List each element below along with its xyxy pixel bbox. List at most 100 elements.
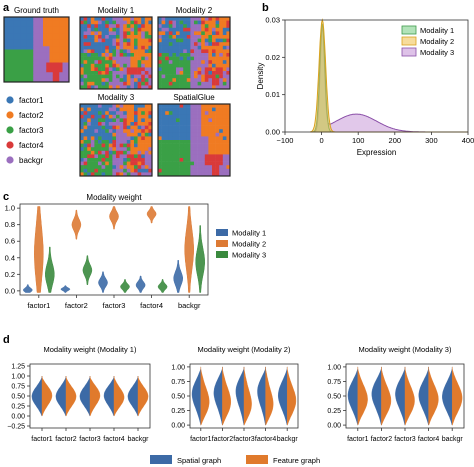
map-cell: [4, 30, 8, 34]
map-cell: [148, 161, 153, 166]
map-cell: [123, 122, 128, 126]
map-cell: [49, 36, 54, 41]
map-cell: [197, 154, 202, 159]
map-cell: [43, 52, 47, 57]
map-cell: [165, 122, 170, 126]
map-cell: [101, 60, 106, 65]
map-cell: [90, 129, 95, 134]
map-cell: [204, 143, 209, 148]
map-cell: [52, 26, 57, 31]
map-cell: [112, 42, 117, 47]
map-cell: [7, 39, 11, 44]
map-cell: [161, 111, 166, 116]
map-cell: [94, 150, 99, 155]
map-cell: [119, 104, 124, 108]
map-cell: [20, 20, 24, 24]
map-cell: [98, 161, 102, 166]
map-cell: [87, 35, 92, 39]
map-cell: [186, 147, 191, 152]
legend-marker-factor2: [6, 111, 14, 119]
map-cell: [123, 81, 128, 86]
map-cell: [4, 59, 8, 63]
map-cell: [141, 67, 146, 72]
map-cell: [201, 85, 206, 90]
map-cell: [226, 20, 231, 25]
map-cell: [158, 60, 162, 65]
map-cell: [212, 129, 216, 134]
map-cell: [144, 63, 149, 68]
map-cell: [10, 39, 15, 44]
map-cell: [168, 172, 173, 177]
map-cell: [83, 125, 88, 130]
map-cell: [201, 49, 206, 54]
map-cell: [108, 45, 113, 50]
split-violin-factor4-spatial: [257, 366, 266, 426]
map-cell: [17, 30, 21, 34]
map-cell: [219, 56, 224, 61]
map-cell: [4, 23, 8, 28]
map-cell: [226, 63, 231, 68]
map-cell: [183, 125, 188, 130]
map-cell: [119, 150, 124, 155]
map-cell: [59, 65, 63, 70]
map-cell: [219, 107, 224, 112]
map-cell: [212, 118, 216, 123]
map-cell: [10, 46, 15, 50]
map-cell: [94, 165, 99, 170]
map-cell: [126, 122, 131, 126]
map-cell: [212, 63, 216, 68]
map-cell: [194, 136, 198, 141]
map-cell: [56, 39, 60, 44]
map-cell: [80, 27, 84, 32]
map-cell: [226, 35, 231, 39]
map-cell: [112, 31, 117, 36]
map-cell: [172, 143, 177, 148]
map-cell: [183, 71, 188, 75]
map-cell: [222, 168, 227, 173]
map-cell: [101, 111, 106, 116]
map-cell: [105, 71, 110, 75]
map-cell: [112, 85, 117, 90]
map-cell: [130, 136, 135, 141]
map-cell: [26, 62, 31, 67]
map-cell: [101, 53, 106, 57]
map-cell: [176, 168, 180, 173]
map-cell: [148, 140, 153, 144]
map-cell: [49, 56, 54, 60]
violin-factor2-m2: [71, 209, 82, 240]
map-cell: [4, 26, 8, 31]
map-cell: [168, 56, 173, 61]
map-cell: [30, 69, 34, 73]
map-cell: [141, 74, 146, 79]
map-cell: [144, 53, 149, 57]
map-cell: [87, 31, 92, 36]
map-cell: [190, 154, 195, 159]
map-cell: [56, 17, 60, 21]
map-cell: [144, 136, 149, 141]
map-cell: [165, 111, 170, 116]
map-cell: [226, 17, 231, 21]
map-cell: [90, 172, 95, 177]
map-cell: [168, 143, 173, 148]
map-cell: [59, 62, 63, 67]
map-cell: [137, 147, 142, 152]
map-cell: [112, 147, 117, 152]
map-cell: [80, 67, 84, 72]
map-cell: [98, 158, 102, 162]
map-cell: [98, 31, 102, 36]
map-cell: [123, 63, 128, 68]
map-cell: [123, 147, 128, 152]
map-cell: [148, 154, 153, 159]
map-cell: [165, 165, 170, 170]
map-cell: [83, 168, 88, 173]
split-violin-factor2-feature: [381, 366, 392, 426]
map-cell: [39, 72, 44, 76]
map-cell: [144, 150, 149, 155]
map-cell: [158, 140, 162, 144]
map-cell: [226, 74, 231, 79]
map-cell: [141, 147, 146, 152]
map-cell: [179, 114, 184, 119]
split-violin-factor4-spatial: [418, 366, 429, 426]
map-cell: [222, 129, 227, 134]
map-cell: [179, 53, 184, 57]
